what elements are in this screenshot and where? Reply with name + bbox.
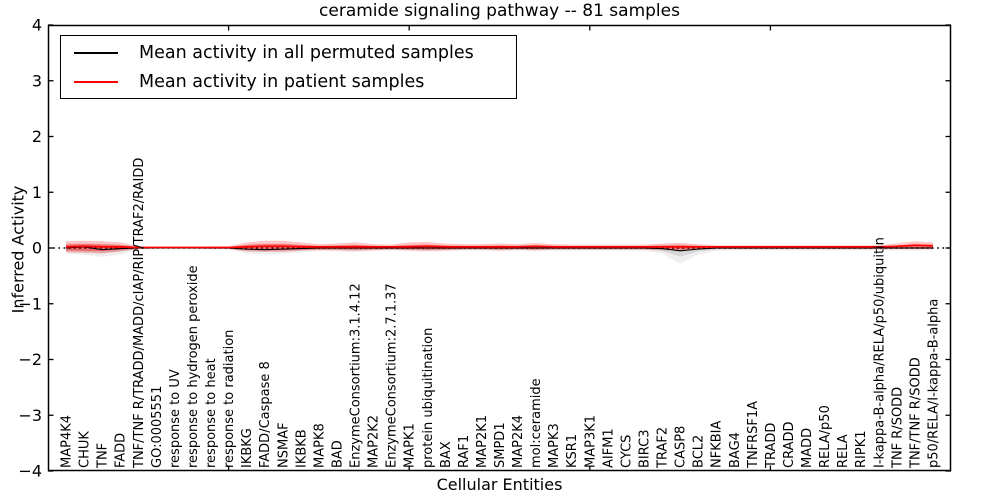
- legend-label-permuted: Mean activity in all permuted samples: [139, 42, 474, 63]
- x-tick-label: MAP2K2: [367, 415, 382, 468]
- x-tick-label: I-kappa-B-alpha/RELA/p50/ubiquitin: [872, 237, 887, 468]
- x-tick-label: NFKBIA: [710, 421, 725, 468]
- x-tick-label: TNF/TNF R/SODD: [908, 357, 923, 469]
- x-tick-label: IKBKB: [294, 429, 309, 468]
- y-tick-label: 3: [32, 71, 42, 90]
- legend: Mean activity in all permuted samples Me…: [60, 35, 517, 99]
- x-axis-label: Cellular Entities: [436, 475, 563, 494]
- x-tick-label: MAP3K1: [583, 415, 598, 468]
- x-tick-label: p50/RELA/I-kappa-B-alpha: [926, 299, 941, 468]
- x-tick-label: EnzymeConsortium:3.1.4.12: [349, 283, 364, 468]
- x-tick-label: BAD: [330, 440, 345, 468]
- x-tick-label: BAG4: [728, 432, 743, 468]
- x-tick-label: BCL2: [692, 435, 707, 468]
- x-tick-label: response to radiation: [222, 330, 237, 468]
- x-tick-label: mol:ceramide: [529, 378, 544, 468]
- y-tick-label: 1: [32, 183, 42, 202]
- x-tick-label: CYCS: [619, 435, 634, 468]
- x-tick-label: FADD: [114, 433, 129, 468]
- x-tick-label: CHUK: [78, 431, 93, 468]
- x-tick-label: MAP2K4: [511, 415, 526, 468]
- x-tick-label: KSR1: [565, 434, 580, 468]
- chart-title: ceramide signaling pathway -- 81 samples: [319, 1, 680, 21]
- x-tick-label: TRADD: [764, 423, 779, 469]
- legend-item-patient: Mean activity in patient samples: [61, 71, 516, 93]
- x-tick-label: SMPD1: [493, 422, 508, 468]
- x-tick-label: NSMAF: [276, 422, 291, 468]
- x-tick-label: response to heat: [204, 358, 219, 468]
- legend-item-permuted: Mean activity in all permuted samples: [61, 42, 516, 64]
- x-tick-label: IKBKG: [240, 428, 255, 468]
- x-tick-label: response to UV: [168, 369, 183, 468]
- x-tick-label: GO:0005551: [150, 386, 165, 468]
- x-tick-label: RELA: [836, 434, 851, 468]
- x-tick-label: RELA/p50: [818, 405, 833, 468]
- x-tick-label: AIFM1: [601, 428, 616, 468]
- x-tick-label: BIRC3: [637, 430, 652, 469]
- legend-label-patient: Mean activity in patient samples: [139, 71, 425, 92]
- patient-mean-line: [66, 244, 933, 249]
- y-tick-label: −4: [18, 462, 42, 481]
- x-tick-label: MAP4K4: [60, 415, 75, 468]
- y-tick-label: −3: [18, 406, 42, 425]
- y-tick-label: −1: [18, 294, 42, 313]
- x-tick-label: TNF: [96, 443, 111, 469]
- permuted-line-sample-icon: [74, 51, 118, 54]
- y-axis-label: Inferred Activity: [8, 185, 28, 314]
- x-tick-label: EnzymeConsortium:2.7.1.37: [385, 283, 400, 468]
- x-tick-label: CRADD: [782, 422, 797, 469]
- x-tick-label: TNF R/SODD: [890, 387, 905, 469]
- x-tick-label: FADD/Caspase 8: [258, 361, 273, 468]
- x-tick-label: MAPK3: [547, 423, 562, 468]
- x-tick-label: TNFRSF1A: [746, 401, 761, 469]
- x-tick-label: CASP8: [674, 426, 689, 468]
- x-tick-label: MADD: [800, 428, 815, 468]
- y-tick-label: −2: [18, 350, 42, 369]
- x-tick-label: TNF/TNF R/TRADD/MADD/cIAP/RIP/TRAF2/RAID…: [132, 158, 147, 469]
- x-tick-label: protein ubiquitination: [421, 328, 436, 468]
- y-tick-label: 2: [32, 127, 42, 146]
- x-tick-label: MAPK1: [403, 423, 418, 468]
- y-tick-label: 4: [32, 16, 42, 35]
- x-tick-label: BAX: [439, 441, 454, 468]
- x-tick-label: MAPK8: [312, 423, 327, 468]
- x-tick-label: RAF1: [457, 435, 472, 468]
- patient-line-sample-icon: [74, 80, 118, 83]
- y-tick-label: 0: [32, 239, 42, 258]
- x-tick-label: TRAF2: [656, 427, 671, 469]
- x-tick-label: response to hydrogen peroxide: [186, 265, 201, 468]
- x-tick-label: MAP2K1: [475, 415, 490, 468]
- x-tick-label: RIPK1: [854, 430, 869, 468]
